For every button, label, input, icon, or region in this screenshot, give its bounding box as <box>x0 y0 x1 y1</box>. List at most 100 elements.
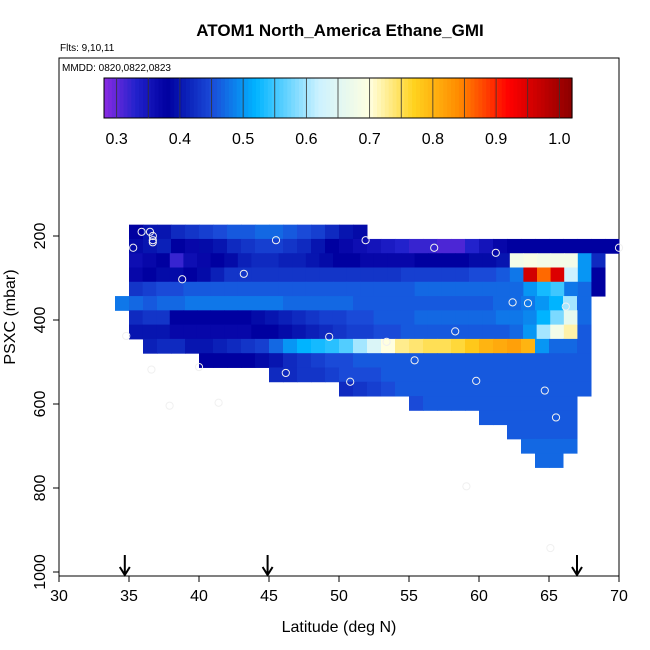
heatmap-cell <box>493 338 508 354</box>
heatmap-cell <box>319 281 334 297</box>
colorbar-segment <box>404 78 409 118</box>
heatmap-cell <box>237 310 252 326</box>
heatmap-cell <box>563 353 578 368</box>
heatmap-cell <box>455 253 470 268</box>
heatmap-cell <box>395 367 410 383</box>
heatmap-cell <box>278 267 293 283</box>
observation-point <box>551 413 561 422</box>
colorbar-segment <box>154 78 160 118</box>
colorbar-segment <box>221 78 226 118</box>
heatmap-cell <box>278 253 293 268</box>
heatmap-cell <box>387 310 402 326</box>
heatmap-cell <box>441 324 456 340</box>
heatmap-cell <box>564 281 579 297</box>
colorbar-segment <box>416 78 421 118</box>
heatmap-cell <box>129 296 144 311</box>
heatmap-cell <box>353 338 368 354</box>
colorbar-segment <box>275 78 281 118</box>
heatmap-cell <box>227 353 242 368</box>
heatmap-cell <box>224 310 239 326</box>
heatmap-cell <box>171 296 186 311</box>
colorbar-tick-label: 0.7 <box>358 131 380 148</box>
heatmap-cell <box>339 353 354 368</box>
colorbar-segment <box>341 78 347 118</box>
heatmap-cell <box>237 253 252 268</box>
heatmap-cell <box>297 238 312 254</box>
heatmap-cell <box>521 424 536 440</box>
flight-marker-arrow <box>261 555 274 577</box>
flight-marker-arrow <box>571 555 583 577</box>
colorbar-segment <box>478 78 483 118</box>
heatmap-cell <box>251 324 266 340</box>
heatmap-cell <box>339 381 354 397</box>
heatmap-cell <box>493 396 508 411</box>
heatmap-cell <box>213 238 228 254</box>
heatmap-cell <box>269 367 284 383</box>
heatmap-cell <box>210 324 225 340</box>
heatmap-cell <box>387 267 402 283</box>
colorbar-segment <box>435 78 440 118</box>
heatmap-cell <box>563 324 578 340</box>
heatmap-cell <box>213 224 228 240</box>
heatmap-cell <box>387 253 402 268</box>
heatmap-cell <box>409 338 424 354</box>
heatmap-cell <box>482 324 497 340</box>
heatmap-cell <box>241 338 256 354</box>
heatmap-cell <box>325 353 340 368</box>
heatmap-cell <box>549 381 564 397</box>
heatmap-cell <box>185 238 200 254</box>
colorbar-segment <box>143 78 148 118</box>
heatmap-cell <box>381 381 396 397</box>
heatmap-cell <box>549 410 564 426</box>
heatmap-cell <box>400 310 415 326</box>
heatmap-cell <box>427 310 443 326</box>
x-tick-label: 30 <box>50 588 68 605</box>
colorbar-segment <box>353 78 359 118</box>
heatmap-cell <box>577 310 592 326</box>
colorbar-segment <box>115 78 121 118</box>
colorbar-segment <box>396 78 401 118</box>
heatmap-cell <box>536 310 551 326</box>
colorbar-segment <box>412 78 417 118</box>
colorbar-segment <box>544 78 550 118</box>
heatmap-cell <box>339 367 354 383</box>
heatmap-cell <box>283 296 298 311</box>
heatmap-cell <box>563 310 578 326</box>
heatmap-cell <box>469 281 484 297</box>
heatmap-cell <box>509 281 524 297</box>
colorbar-segment <box>357 78 362 118</box>
heatmap-cell <box>333 267 348 283</box>
colorbar-segment <box>287 78 292 118</box>
heatmap-cell <box>210 281 225 297</box>
heatmap-cell <box>521 367 536 383</box>
colorbar-segment <box>302 78 308 118</box>
y-axis-label: PSXC (mbar) <box>2 269 19 364</box>
heatmap-cell <box>381 338 396 354</box>
observation-point <box>410 356 419 365</box>
colorbar-segment <box>509 78 515 118</box>
colorbar-segment <box>497 78 503 118</box>
heatmap-cell <box>451 396 466 411</box>
heatmap-cell <box>171 238 186 254</box>
heatmap-cell <box>346 267 361 283</box>
heatmap-cell <box>550 253 565 268</box>
heatmap-cell <box>292 253 307 268</box>
heatmap-cell <box>549 367 564 383</box>
heatmap-cell <box>495 324 510 340</box>
heatmap-cell <box>591 281 606 297</box>
heatmap-cell <box>549 338 564 354</box>
heatmap-cell <box>129 267 144 283</box>
heatmap-cell <box>142 253 157 268</box>
observation-point <box>382 337 391 346</box>
x-axis: 30 35 40 45 50 55 60 65 70 <box>50 576 628 605</box>
heatmap-cells <box>115 224 620 468</box>
heatmap-cell <box>577 338 592 354</box>
colorbar-segment <box>560 78 565 118</box>
heatmap-cell <box>269 338 284 354</box>
heatmap-cell <box>311 224 326 240</box>
colorbar-segment <box>540 78 546 118</box>
colorbar-tick-label: 0.9 <box>485 131 507 148</box>
heatmap-cell <box>549 396 564 411</box>
heatmap-cell <box>577 324 592 340</box>
heatmap-cell <box>591 238 606 254</box>
